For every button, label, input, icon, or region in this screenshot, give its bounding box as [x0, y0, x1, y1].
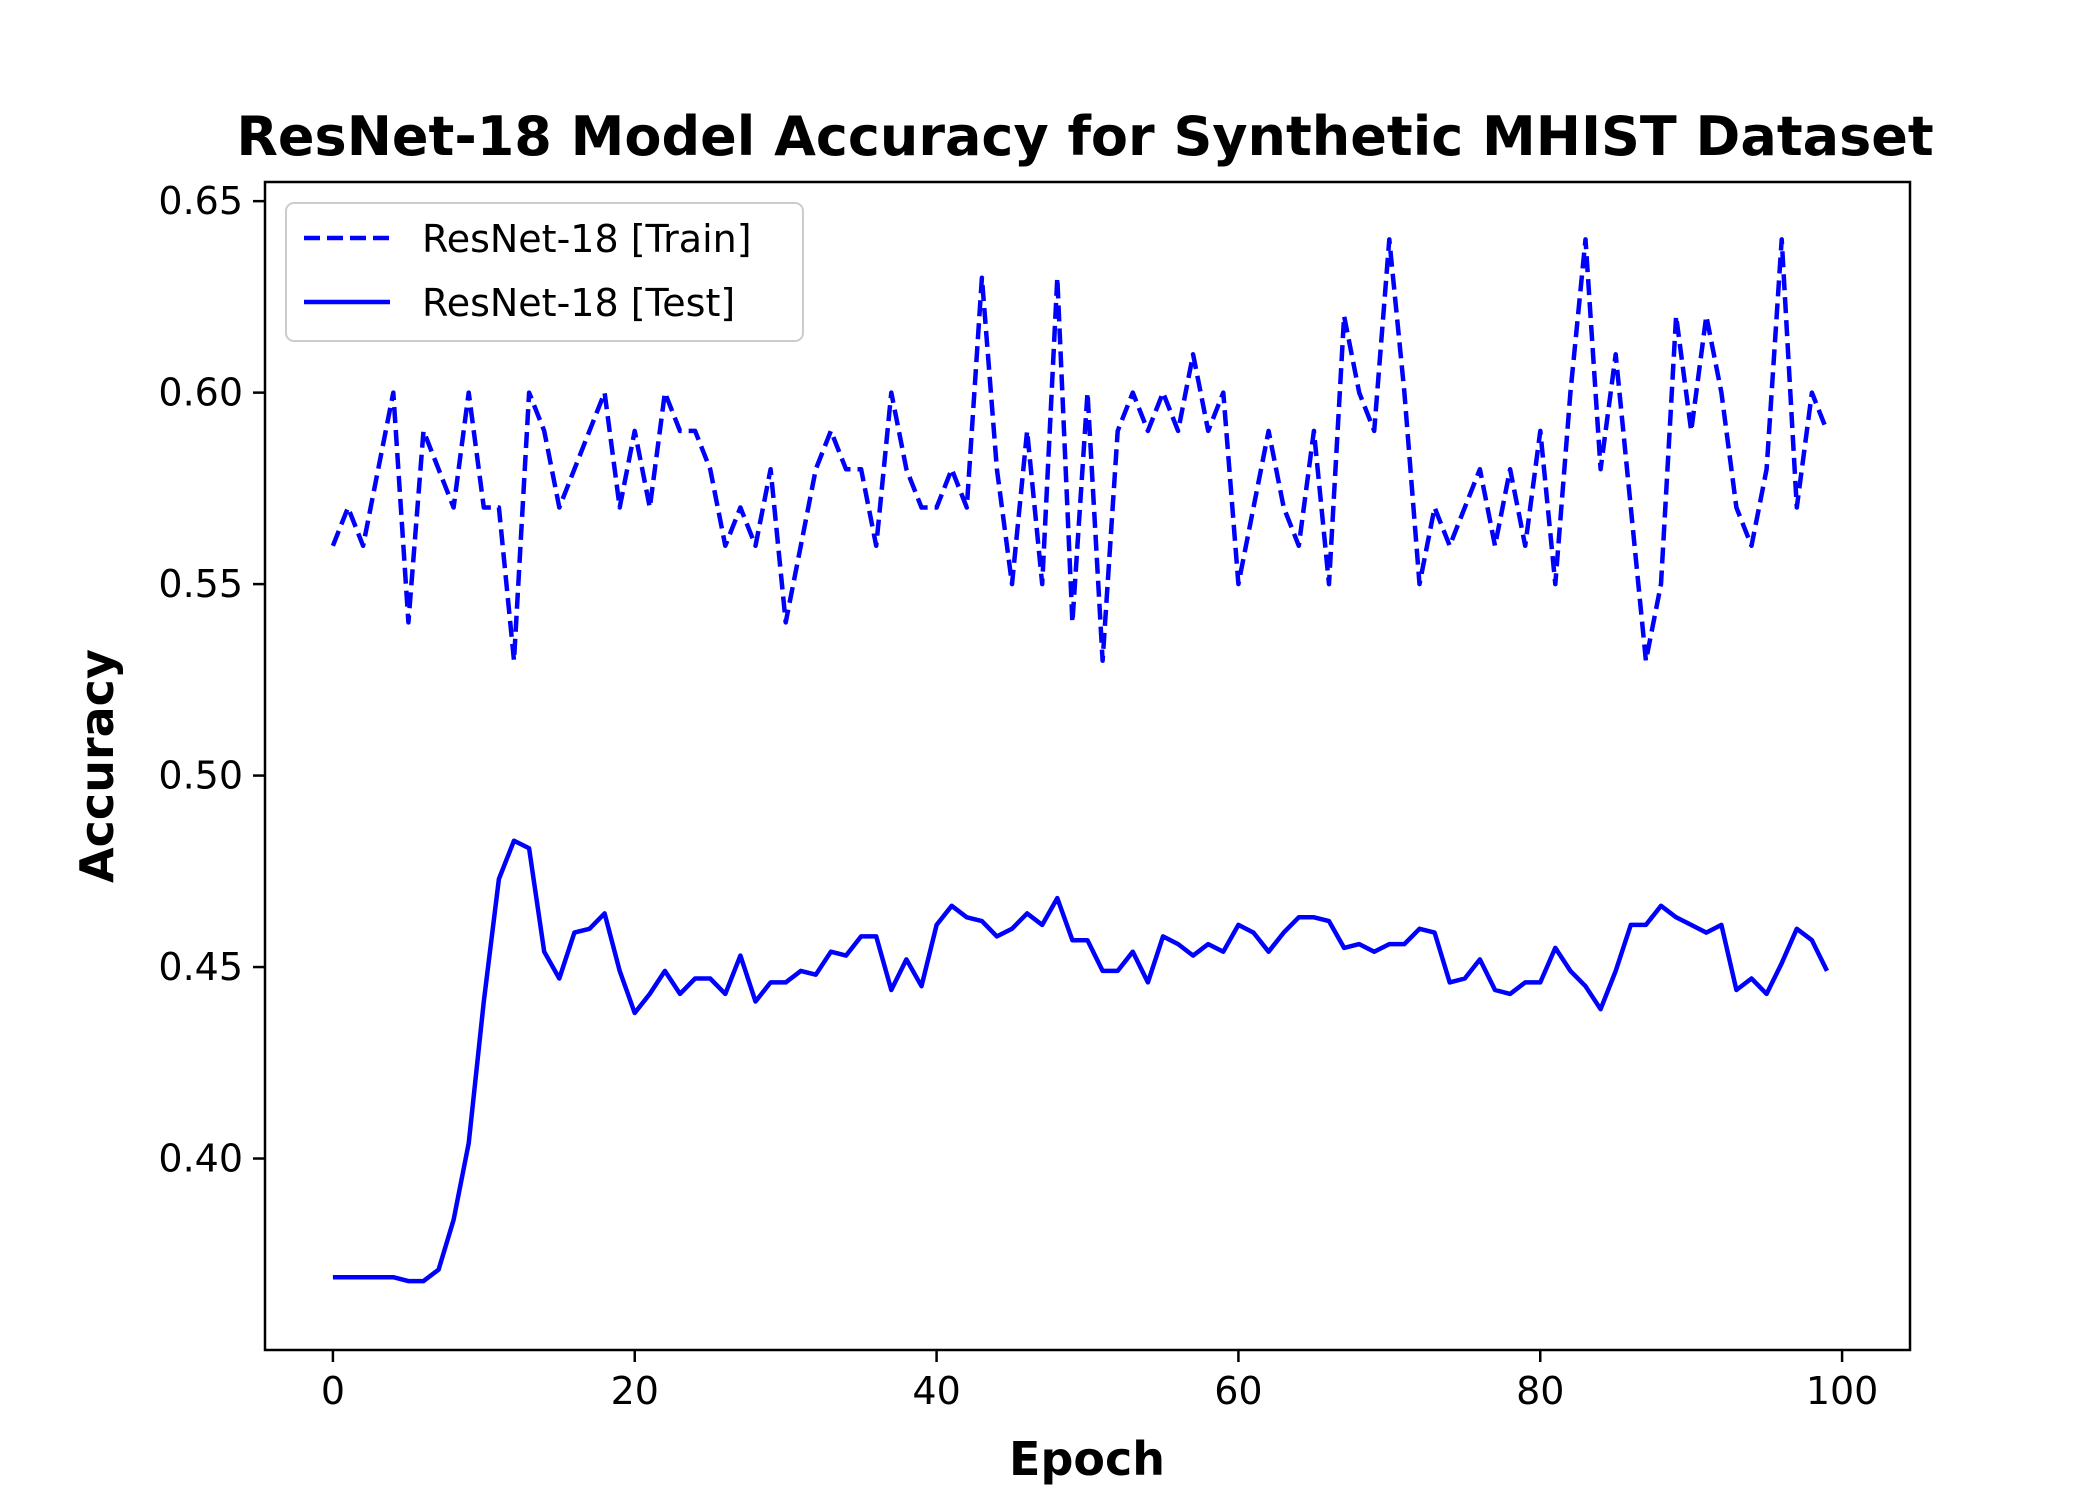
legend-box: [285, 202, 804, 342]
x-tick-label: 100: [1806, 1369, 1879, 1413]
y-tick-label: 0.60: [158, 371, 243, 415]
y-tick-label: 0.45: [158, 945, 243, 989]
x-axis-ticks: 0 20 40 60 80 100: [321, 1350, 1879, 1413]
x-tick-label: 40: [912, 1369, 960, 1413]
series-line-train: [330, 237, 1830, 663]
y-tick-label: 0.50: [158, 754, 243, 798]
x-axis-label: Epoch: [1009, 1432, 1165, 1486]
chart-title: ResNet-18 Model Accuracy for Synthetic M…: [236, 105, 1933, 168]
x-tick-label: 20: [611, 1369, 659, 1413]
y-tick-label: 0.40: [158, 1137, 243, 1181]
x-tick-label: 60: [1214, 1369, 1262, 1413]
axes-frame: [263, 180, 1912, 1352]
y-axis-ticks: 0.40 0.45 0.50 0.55 0.60 0.65: [158, 179, 265, 1181]
legend: ResNet-18 [Train] ResNet-18 [Test]: [285, 202, 804, 342]
x-tick-label: 0: [321, 1369, 345, 1413]
plot-area: [263, 180, 1912, 1352]
series-layer: [330, 237, 1830, 1284]
y-tick-label: 0.65: [158, 179, 243, 223]
x-tick-label: 80: [1516, 1369, 1564, 1413]
series-line-test: [332, 838, 1830, 1284]
legend-label-train: ResNet-18 [Train]: [422, 217, 752, 261]
legend-label-test: ResNet-18 [Test]: [422, 281, 735, 325]
y-axis-label: Accuracy: [70, 649, 124, 883]
y-tick-label: 0.55: [158, 562, 243, 606]
